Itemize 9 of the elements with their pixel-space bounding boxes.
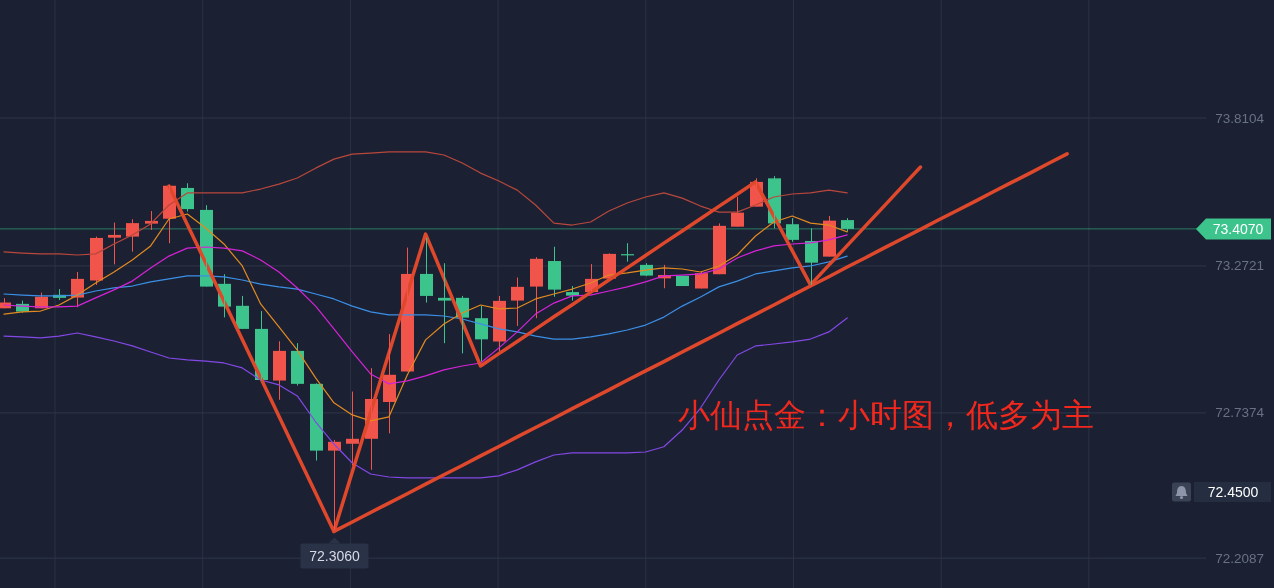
annotation: 72.3060	[309, 547, 361, 564]
y-tick-label: 73.2721	[1215, 258, 1264, 274]
y-tick-label: 72.7374	[1215, 405, 1264, 421]
ref-line-label: 73.4070	[1212, 220, 1264, 237]
ref-label: 73.4070	[1196, 218, 1271, 240]
y-tick-label: 72.2087	[1215, 550, 1264, 566]
alert-label: 72.4500	[1172, 482, 1271, 502]
y-tick-label: 73.8104	[1215, 110, 1264, 126]
low-label: 72.3060	[300, 537, 369, 569]
